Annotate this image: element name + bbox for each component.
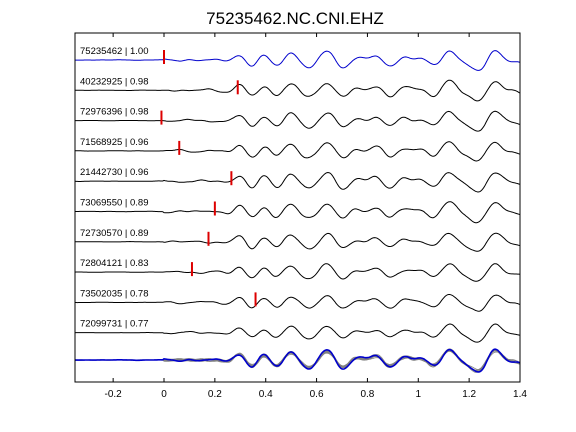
trace-label: 72730570 | 0.89	[80, 228, 149, 239]
trace-line	[74, 263, 521, 282]
trace-label: 72976396 | 0.98	[80, 107, 149, 118]
trace-label-bg	[77, 104, 157, 117]
x-tick-label: 0.6	[310, 389, 324, 400]
trace-line	[75, 79, 521, 102]
x-tick-label: 1.2	[462, 389, 476, 400]
trace-line	[75, 141, 521, 162]
trace-line	[75, 232, 521, 252]
trace-label: 71568925 | 0.96	[80, 137, 149, 148]
trace-label: 73069550 | 0.89	[80, 198, 149, 209]
stack-reference-line	[75, 348, 521, 373]
trace-label-bg	[77, 195, 157, 208]
trace-label-bg	[77, 134, 157, 147]
chart-title: 75235462.NC.CNI.EHZ	[206, 9, 384, 28]
trace-label: 75235462 | 1.00	[80, 46, 149, 57]
x-tick-label: 1.4	[513, 389, 527, 400]
trace-label-bg	[77, 256, 157, 269]
trace-line	[74, 323, 521, 343]
x-tick-label: 1	[416, 389, 422, 400]
trace-line	[75, 294, 521, 312]
plot-area: 75235462 | 1.00 40232925 | 0.98 72976396 |…	[74, 44, 521, 373]
trace-label: 72804121 | 0.83	[80, 258, 149, 269]
axes-frame	[74, 32, 521, 383]
x-tick-label: 0.4	[259, 389, 273, 400]
trace-label-bg	[77, 286, 157, 299]
trace-label-bg	[77, 165, 157, 178]
trace-label-bg	[77, 225, 157, 238]
trace-label: 40232925 | 0.98	[80, 76, 149, 87]
x-tick-label: -0.2	[105, 389, 123, 400]
trace-label: 73502035 | 0.78	[80, 288, 149, 299]
x-tick-label: 0	[161, 389, 167, 400]
trace-label-bg	[77, 316, 157, 329]
x-tick-label: 0.2	[208, 389, 222, 400]
trace-line	[75, 201, 521, 224]
trace-line	[74, 171, 521, 193]
trace-line	[75, 50, 521, 71]
trace-label-bg	[77, 74, 157, 87]
trace-label-bg	[77, 44, 157, 56]
x-tick-label: 0.8	[360, 389, 374, 400]
trace-line	[75, 110, 521, 132]
x-axis: -0.2 0 0.2 0.4 0.6 0.8 1 1.2 1.4	[105, 33, 527, 400]
trace-label: 21442730 | 0.96	[80, 167, 149, 178]
trace-label: 72099731 | 0.77	[80, 319, 149, 330]
